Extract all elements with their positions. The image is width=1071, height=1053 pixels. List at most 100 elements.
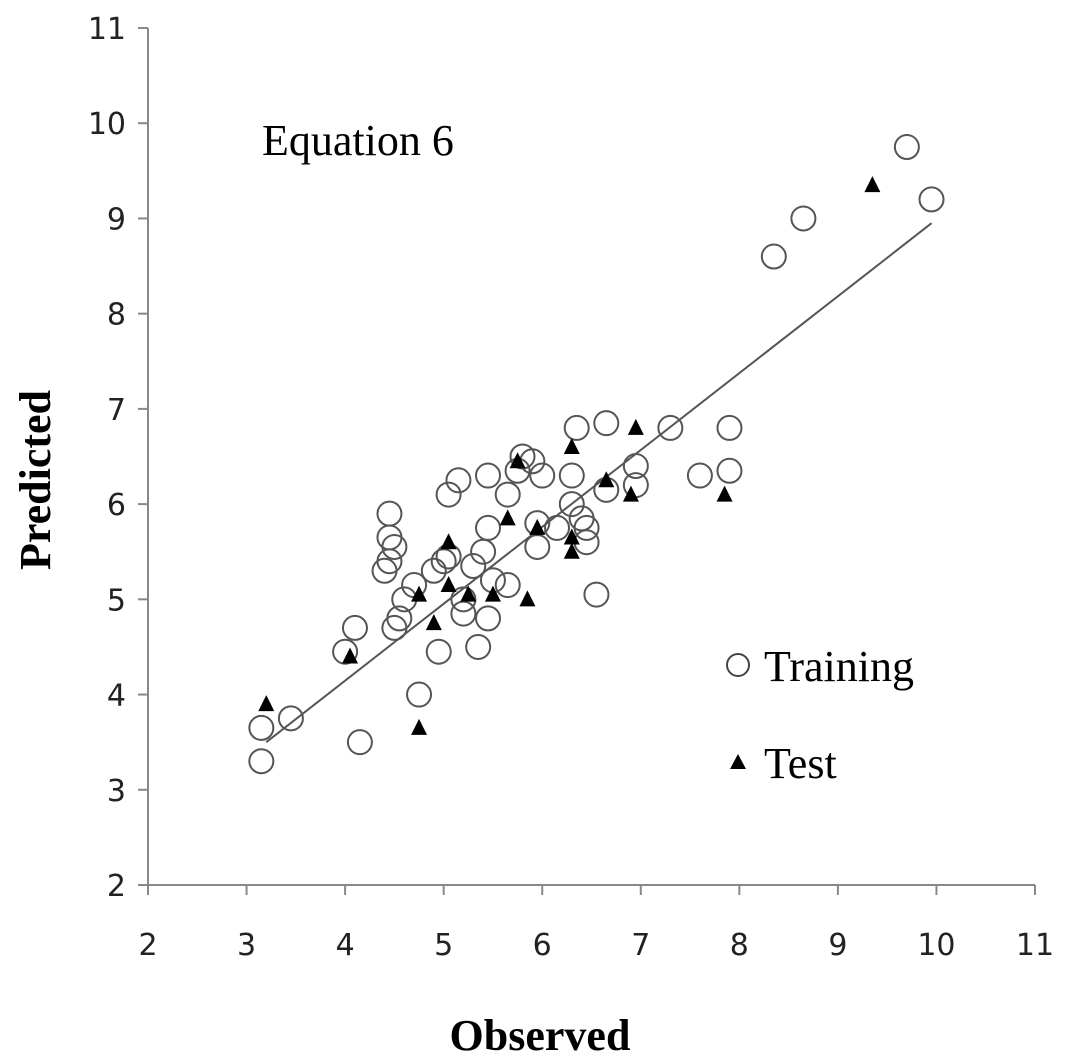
training-point — [524, 533, 551, 560]
y-tick-label: 6 — [107, 488, 126, 523]
x-tick-label: 8 — [730, 928, 749, 963]
test-point — [258, 695, 275, 712]
y-tick-label: 2 — [107, 869, 126, 904]
legend-training-label: Training — [764, 642, 914, 691]
training-point — [593, 410, 620, 437]
test-point — [440, 576, 457, 593]
test-point — [563, 437, 580, 454]
data-points — [248, 134, 945, 775]
x-tick-label: 9 — [828, 928, 847, 963]
training-point — [893, 134, 920, 161]
y-tick-label: 10 — [88, 107, 126, 142]
test-point — [411, 585, 428, 602]
legend: Training Test — [726, 642, 914, 788]
training-point — [494, 572, 521, 599]
training-point — [524, 510, 551, 537]
x-tick-label: 4 — [336, 928, 355, 963]
x-tick-label: 7 — [631, 928, 650, 963]
test-point — [529, 518, 546, 535]
y-tick-label: 3 — [107, 774, 126, 809]
test-point — [509, 452, 526, 469]
legend-test-marker — [730, 754, 746, 769]
training-point — [460, 553, 487, 580]
test-point — [519, 590, 536, 607]
training-point — [494, 481, 521, 508]
training-point — [558, 491, 585, 518]
test-point — [411, 718, 428, 735]
test-point — [716, 485, 733, 502]
training-point — [332, 638, 359, 665]
trendline — [265, 222, 933, 743]
test-point — [484, 585, 501, 602]
training-point — [381, 614, 408, 641]
training-point — [450, 600, 477, 627]
test-point — [864, 176, 881, 193]
training-point — [381, 533, 408, 560]
training-point — [583, 581, 610, 608]
training-point — [450, 586, 477, 613]
training-point — [386, 605, 413, 632]
x-tick-label: 6 — [533, 928, 552, 963]
training-point — [544, 514, 571, 541]
test-point — [440, 533, 457, 550]
training-point — [371, 557, 398, 584]
y-tick-label: 4 — [107, 679, 126, 714]
training-point — [425, 638, 452, 665]
training-point — [622, 453, 649, 480]
y-tick-label: 9 — [107, 202, 126, 237]
legend-test-label: Test — [764, 739, 837, 788]
training-point — [573, 514, 600, 541]
x-tick-label: 2 — [138, 928, 157, 963]
training-point — [475, 605, 502, 632]
test-point — [342, 647, 359, 664]
training-point — [790, 205, 817, 232]
x-tick-label: 5 — [434, 928, 453, 963]
y-ticks: 2 3 4 5 6 7 8 9 10 11 — [88, 12, 148, 904]
training-point — [563, 414, 590, 441]
training-point — [657, 414, 684, 441]
test-point — [622, 485, 639, 502]
training-point — [435, 481, 462, 508]
training-point — [376, 548, 403, 575]
training-point — [686, 462, 713, 489]
training-point — [376, 524, 403, 551]
legend-training-marker — [726, 653, 750, 677]
test-point — [563, 528, 580, 545]
training-point — [716, 414, 743, 441]
training-point — [760, 243, 787, 270]
y-tick-label: 7 — [107, 393, 126, 428]
training-point — [529, 462, 556, 489]
y-tick-label: 8 — [107, 298, 126, 333]
axes — [147, 28, 1035, 886]
training-point — [248, 714, 275, 741]
x-axis-title: Observed — [450, 1011, 631, 1053]
training-point — [475, 462, 502, 489]
x-tick-label: 10 — [917, 928, 955, 963]
training-point — [376, 500, 403, 527]
training-point — [248, 748, 275, 775]
training-point — [346, 729, 373, 756]
training-point — [558, 462, 585, 489]
training-point — [341, 614, 368, 641]
test-point — [499, 509, 516, 526]
y-tick-label: 5 — [107, 583, 126, 618]
test-point — [425, 614, 442, 631]
training-point — [918, 186, 945, 213]
training-point — [716, 457, 743, 484]
training-point — [465, 633, 492, 660]
test-point — [627, 418, 644, 435]
training-point — [277, 705, 304, 732]
test-point — [598, 471, 615, 488]
training-point — [420, 557, 447, 584]
training-point — [430, 548, 457, 575]
test-point — [460, 585, 477, 602]
equation-annotation: Equation 6 — [262, 116, 454, 165]
x-tick-label: 11 — [1016, 928, 1054, 963]
y-axis-title: Predicted — [11, 390, 60, 570]
training-point — [445, 467, 472, 494]
x-ticks: 2 3 4 5 6 7 8 9 10 11 — [138, 885, 1054, 963]
y-tick-label: 11 — [88, 12, 126, 47]
test-point — [563, 542, 580, 559]
x-tick-label: 3 — [237, 928, 256, 963]
training-point — [406, 681, 433, 708]
